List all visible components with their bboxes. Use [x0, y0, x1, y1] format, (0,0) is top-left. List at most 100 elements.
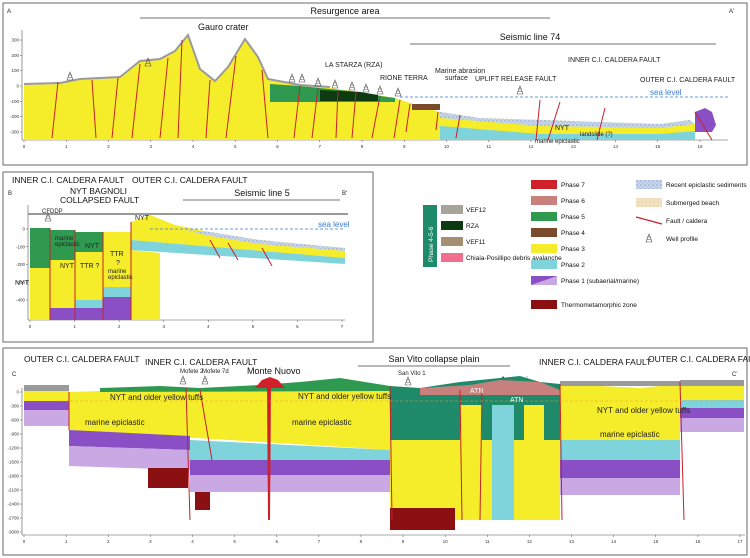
x-tick-label: 2 [118, 324, 121, 329]
gauro-crater-label: Gauro crater [198, 22, 249, 32]
marine-epiclastic-label-a: marine epiclastic [535, 139, 580, 145]
section-b-start-letter: B [8, 191, 12, 197]
x-tick-label: 3 [162, 324, 165, 329]
landslide-label: landslide (?) [580, 132, 613, 138]
well-icons-a [66, 57, 524, 97]
mofete2-label: Mofete 2 [180, 369, 204, 375]
x-tick-label: 2 [107, 144, 110, 149]
well-icon [348, 81, 356, 91]
x-tick-label: 15 [653, 539, 659, 544]
x-tick-label: 0 [23, 144, 26, 149]
rza-darkgreen-a [320, 90, 378, 101]
y-tick-label: 0 [16, 390, 19, 395]
well-icon [179, 375, 187, 385]
well-icon [394, 87, 402, 97]
y-tick-label: -1500 [7, 460, 19, 465]
legend-item-phase7: Phase 7 [531, 180, 585, 189]
marine-b2: marine [108, 269, 127, 275]
seismic-line-5-label: Seismic line 5 [234, 188, 290, 198]
x-tick-label: 2 [107, 539, 110, 544]
nyt-tuffs-label-c3: NYT and older yellow tuffs [597, 406, 690, 415]
y-tick-label: -300 [10, 404, 20, 409]
x-tick-label: 12 [528, 144, 534, 149]
legend-item-phase6: Phase 6 [531, 196, 585, 205]
x-tick-label: 4 [191, 539, 194, 544]
x-tick-label: 6 [276, 144, 279, 149]
legend-item-thermo: Thermometamorphic zone [531, 300, 637, 309]
surface-label: surface [445, 75, 468, 82]
x-tick-label: 11 [486, 144, 491, 149]
legend-label: Well profile [666, 236, 698, 243]
y-tick-label: -1200 [7, 446, 19, 451]
phase4-brown-a [412, 104, 440, 110]
legend-label: VEF11 [466, 239, 486, 246]
y-tick-label: -2700 [7, 516, 19, 521]
ttr-question: ? [116, 260, 120, 267]
legend-label: Fault / caldera [666, 218, 708, 225]
x-tick-label: 13 [569, 539, 575, 544]
x-tick-label: 5 [233, 539, 236, 544]
x-tick-label: 17 [737, 539, 743, 544]
x-tick-label: 0 [23, 539, 26, 544]
legend-label: Phase 4 [561, 230, 585, 237]
x-tick-label: 9 [402, 539, 405, 544]
x-tick-label: 0 [29, 324, 32, 329]
marine-epi-c3: marine epiclastic [600, 430, 660, 439]
marine-b1: marine [55, 236, 74, 242]
y-tick-label: -3000 [7, 530, 19, 535]
x-tick-label: 6 [296, 324, 299, 329]
x-tick-label: 15 [655, 144, 661, 149]
x-tick-label: 16 [695, 539, 701, 544]
legend-label: Chiaia-Posillipo debris avalanche [466, 255, 562, 262]
outer-fault-label-a: OUTER C.I. CALDERA FAULT [640, 77, 736, 84]
x-tick-label: 14 [613, 144, 619, 149]
x-tick-label: 4 [192, 144, 195, 149]
rione-terra-label: RIONE TERRA [380, 75, 428, 82]
well-icon [362, 83, 370, 93]
monte-nuovo-label: Monte Nuovo [247, 366, 301, 376]
section-c: C C' OUTER C.I. CALDERA FAULT INNER C.I.… [2, 347, 750, 556]
y-tick-label: -200 [10, 114, 20, 119]
section-c-end-letter: C' [732, 372, 737, 378]
sea-level-a: sea level [650, 88, 682, 97]
well-icon [376, 85, 384, 95]
y-tick-label: -400 [16, 298, 26, 303]
outer-fault-label-c-left: OUTER C.I. CALDERA FAULT [24, 354, 140, 364]
recent-sediments-a [440, 112, 695, 128]
legend-item-phase4: Phase 4 [531, 228, 585, 237]
x-tick-label: 3 [149, 539, 152, 544]
x-tick-label: 4 [207, 324, 210, 329]
y-tick-label: -300 [16, 280, 26, 285]
phase3-yellow-a [24, 36, 695, 140]
x-tick-label: 10 [443, 539, 449, 544]
legend-label: RZA [466, 223, 480, 230]
x-tick-label: 16 [697, 144, 703, 149]
x-tick-label: 10 [444, 144, 450, 149]
legend-label: Phase 1 (subaerial/marine) [561, 278, 639, 285]
san-vito1-label: San Vito 1 [398, 371, 426, 377]
inner-fault-label-b: INNER C.I. CALDERA FAULT [12, 175, 124, 185]
well-icon [314, 77, 322, 87]
legend: Phase 4-5-6 VEF12 RZA VEF11 Chiaia-Posillip… [423, 180, 747, 309]
y-tick-label: -100 [16, 244, 26, 249]
y-tick-label: -900 [10, 432, 20, 437]
y-tick-label: -2100 [7, 488, 19, 493]
y-tick-label: 0 [22, 227, 25, 232]
x-tick-label: 1 [65, 539, 68, 544]
legend-item-green: Phase 5 [531, 212, 585, 221]
x-tick-label: 3 [149, 144, 152, 149]
well-icon [201, 375, 209, 385]
la-starza-label: LA STARZA (RZA) [325, 62, 382, 69]
section-b-end-letter: B' [342, 191, 347, 197]
outer-fault-label-c-right: OUTER C.I. CALDERA FAULT [648, 354, 750, 364]
ttr-q-label: TTR ? [80, 263, 100, 270]
legend-item-recent: Recent epiclastic sediments [636, 180, 747, 189]
phase-group-label: Phase 4-5-6 [428, 226, 435, 262]
nyt-label-a: NYT [555, 125, 570, 132]
y-tick-label: -2400 [7, 502, 19, 507]
well-icon [298, 73, 306, 83]
marine-epi-c2: marine epiclastic [292, 418, 352, 427]
uplift-release-fault-label: UPLIFT RELEASE FAULT [475, 76, 557, 83]
inner-fault-label-c-right: INNER C.I. CALDERA FAULT [539, 357, 651, 367]
x-tick-label: 11 [485, 539, 490, 544]
